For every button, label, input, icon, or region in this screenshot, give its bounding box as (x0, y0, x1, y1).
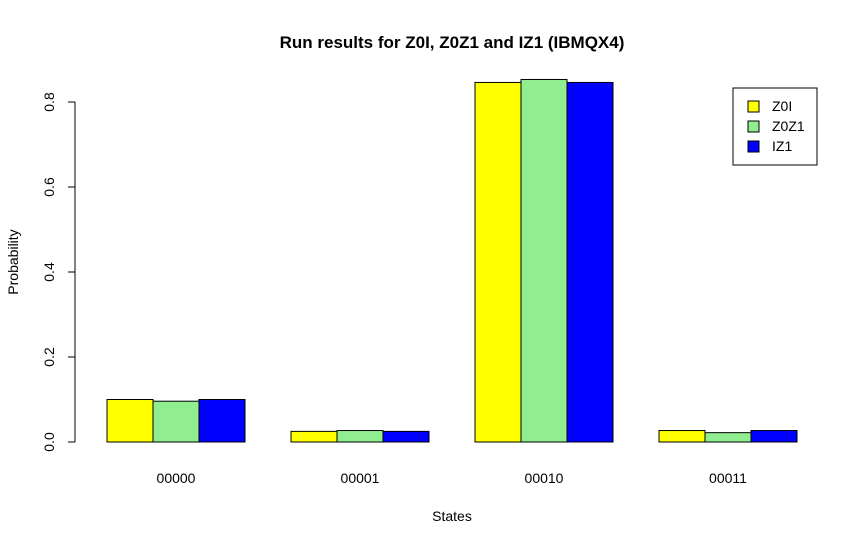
bar-z0z1-00010 (520, 78, 568, 443)
legend-label-z0z1: Z0Z1 (772, 118, 805, 134)
bar-z0z1-00001 (336, 430, 384, 443)
y-axis-label: Probability (5, 229, 21, 294)
legend-swatch-iz1 (747, 140, 760, 153)
bar-z0z1-00011 (704, 432, 752, 443)
y-tick-label: 0.0 (41, 432, 57, 452)
x-tick-label: 00000 (157, 470, 196, 486)
bar-z0i-00000 (106, 399, 154, 443)
legend-label-z0i: Z0I (772, 98, 792, 114)
bar-iz1-00010 (566, 81, 614, 443)
y-tick-label: 0.4 (41, 262, 57, 282)
x-axis-tick-labels: 00000 00001 00010 00011 (157, 470, 748, 486)
y-axis: 0.0 0.2 0.4 0.6 0.8 (41, 92, 76, 452)
bar-z0i-00001 (290, 430, 338, 443)
chart-title: Run results for Z0I, Z0Z1 and IZ1 (IBMQX… (280, 33, 625, 52)
x-axis-label: States (432, 508, 472, 524)
y-tick-label: 0.8 (41, 92, 57, 112)
legend-label-iz1: IZ1 (772, 138, 792, 154)
x-tick-label: 00001 (341, 470, 380, 486)
y-tick-label: 0.6 (41, 177, 57, 197)
bar-z0i-00010 (474, 81, 522, 443)
bar-iz1-00011 (750, 430, 798, 443)
bar-z0i-00011 (658, 430, 706, 443)
bar-iz1-00000 (198, 399, 246, 443)
bars (106, 78, 798, 443)
y-tick-label: 0.2 (41, 347, 57, 367)
x-tick-label: 00010 (525, 470, 564, 486)
bar-iz1-00001 (382, 430, 430, 443)
x-tick-label: 00011 (709, 470, 747, 486)
legend-swatch-z0z1 (747, 120, 760, 133)
bar-z0z1-00000 (152, 400, 200, 443)
legend-box (732, 87, 818, 166)
legend-swatch-z0i (747, 100, 760, 113)
legend: Z0I Z0Z1 IZ1 (732, 87, 818, 166)
